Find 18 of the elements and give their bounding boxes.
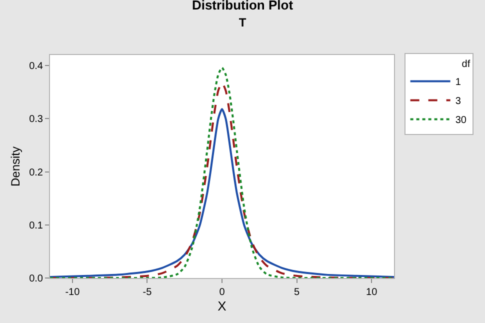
x-tick-label: 10	[366, 287, 378, 298]
y-tick-label: 0.2	[29, 167, 44, 178]
x-tick-label: -5	[142, 287, 152, 298]
x-tick-label: -10	[65, 287, 80, 298]
chart-title: Distribution Plot	[192, 0, 294, 13]
x-axis-title: X	[218, 298, 227, 314]
legend-label: 1	[455, 77, 462, 88]
y-tick-label: 0.4	[29, 61, 44, 72]
x-tick-label: 0	[219, 287, 226, 298]
y-tick-label: 0.3	[29, 114, 44, 126]
chart-subtitle: T	[238, 16, 247, 30]
y-tick-label: 0.1	[29, 220, 44, 232]
y-axis-title: Density	[8, 146, 22, 187]
x-tick-label: 5	[294, 287, 300, 298]
legend-title: df	[462, 58, 470, 70]
y-tick-label: 0.0	[29, 274, 44, 284]
legend-label: 3	[455, 96, 462, 108]
legend-label: 30	[455, 115, 467, 126]
